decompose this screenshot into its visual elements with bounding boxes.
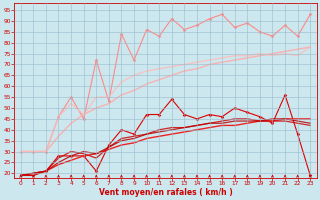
X-axis label: Vent moyen/en rafales ( km/h ): Vent moyen/en rafales ( km/h ): [99, 188, 232, 197]
